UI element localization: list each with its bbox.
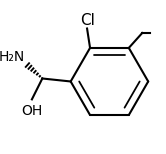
- Text: Cl: Cl: [80, 13, 94, 28]
- Text: OH: OH: [21, 104, 42, 118]
- Text: H₂N: H₂N: [0, 50, 24, 64]
